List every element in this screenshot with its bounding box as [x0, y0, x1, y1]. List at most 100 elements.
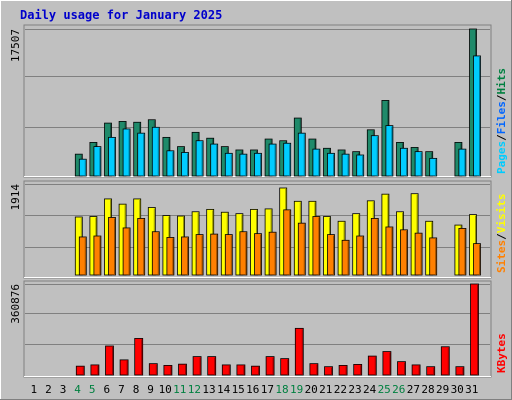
top-bar-pages-day-10 [166, 150, 175, 177]
x-tick-label-day-13: 13 [202, 383, 215, 396]
middle-bar-sites-day-24 [370, 218, 379, 276]
middle-legend-separator-1: / [495, 233, 508, 240]
bottom-bar-kbytes-day-15 [236, 364, 246, 376]
top-bar-pages-day-15 [239, 153, 248, 177]
x-tick-label-day-17: 17 [261, 383, 274, 396]
bottom-bar-kbytes-day-29 [440, 346, 450, 376]
middle-bar-sites-day-30 [458, 228, 467, 276]
x-tick-label-day-5: 5 [89, 383, 96, 396]
bottom-bar-kbytes-day-5 [90, 364, 100, 376]
x-tick-label-day-16: 16 [246, 383, 259, 396]
bottom-bar-kbytes-day-30 [455, 366, 465, 376]
bottom-legend-kbytes: KBytes [495, 333, 508, 373]
middle-bar-sites-day-21 [327, 234, 335, 276]
bottom-bar-kbytes-day-10 [163, 365, 173, 376]
bottom-bar-kbytes-day-28 [426, 366, 436, 376]
middle-bar-sites-day-20 [312, 216, 321, 276]
middle-bar-sites-day-22 [341, 239, 350, 276]
middle-bar-sites-day-5 [93, 235, 102, 276]
top-bar-pages-day-5 [93, 146, 102, 177]
bars [74, 28, 481, 376]
x-tick-label-day-26: 26 [392, 383, 405, 396]
middle-bar-sites-day-17 [268, 231, 277, 276]
bottom-bar-kbytes-day-7 [119, 359, 129, 376]
x-tick-label-day-20: 20 [305, 383, 318, 396]
top-ymax-label: 17507 [9, 29, 22, 62]
y-axis-labels: 17507 1914 360876 [9, 29, 22, 324]
bottom-bar-kbytes-day-26 [397, 361, 406, 376]
x-tick-label-day-23: 23 [348, 383, 361, 396]
middle-legend-visits: Visits [495, 194, 508, 234]
middle-legend-sites: Sites [495, 240, 508, 273]
x-axis-tick-labels: 1 2 3 4 5 6 7 8 9 10 11 12 13 14 15 16 17 18 19 20 21 22 23 24 2… [30, 383, 478, 396]
middle-bar-sites-day-16 [254, 233, 262, 276]
middle-bar-sites-day-19 [297, 222, 306, 276]
panel-bottom [23, 280, 492, 378]
top-bar-pages-day-27 [414, 151, 423, 177]
x-tick-label-day-2: 2 [45, 383, 52, 396]
x-tick-label-day-19: 19 [290, 383, 303, 396]
bottom-bar-kbytes-day-6 [105, 345, 114, 376]
top-bar-pages-day-31 [473, 55, 481, 177]
middle-bar-sites-day-6 [108, 217, 116, 276]
bottom-bar-kbytes-day-21 [324, 366, 333, 376]
bottom-bar-kbytes-day-25 [382, 351, 392, 376]
bottom-bar-kbytes-day-22 [338, 365, 348, 376]
bottom-bar-kbytes-day-12 [192, 356, 202, 376]
bottom-ymax-label: 360876 [9, 284, 22, 324]
x-tick-label-day-8: 8 [133, 383, 140, 396]
middle-bar-sites-day-4 [78, 236, 87, 276]
bottom-bar-kbytes-day-4 [75, 365, 85, 376]
x-tick-label-day-4: 4 [74, 383, 81, 396]
top-bar-pages-day-30 [458, 148, 467, 177]
middle-ymax-label: 1914 [9, 184, 22, 211]
bottom-bar-kbytes-day-24 [367, 355, 377, 376]
x-tick-label-day-25: 25 [378, 383, 391, 396]
top-bar-pages-day-20 [312, 148, 321, 177]
top-bar-pages-day-22 [341, 153, 350, 177]
middle-bar-sites-day-13 [210, 233, 219, 276]
x-tick-label-day-11: 11 [173, 383, 186, 396]
bottom-bar-kbytes-day-31 [470, 283, 479, 376]
x-tick-label-day-9: 9 [147, 383, 154, 396]
bottom-bar-kbytes-day-14 [221, 364, 231, 376]
middle-bar-sites-day-25 [385, 226, 394, 276]
top-legend-files: Files [495, 101, 508, 134]
bottom-bar-kbytes-day-8 [134, 338, 144, 376]
bottom-bar-kbytes-day-20 [309, 363, 319, 376]
top-legend-separator-2: / [495, 94, 508, 101]
top-bar-pages-day-14 [224, 152, 233, 177]
middle-bar-sites-day-23 [356, 235, 365, 276]
x-tick-label-day-12: 12 [188, 383, 201, 396]
middle-bar-sites-day-8 [137, 218, 146, 276]
x-tick-label-day-10: 10 [159, 383, 172, 396]
middle-bar-sites-day-26 [400, 229, 408, 276]
x-tick-label-day-30: 30 [451, 383, 464, 396]
middle-bar-sites-day-11 [181, 236, 189, 276]
top-bar-pages-day-25 [385, 125, 394, 177]
x-tick-label-day-14: 14 [217, 383, 231, 396]
x-tick-label-day-29: 29 [436, 383, 449, 396]
bottom-legend: KBytes [495, 333, 508, 373]
x-tick-label-day-15: 15 [232, 383, 245, 396]
x-tick-label-day-31: 31 [465, 383, 478, 396]
top-bar-pages-day-12 [195, 140, 204, 177]
x-tick-label-day-27: 27 [407, 383, 420, 396]
top-bar-pages-day-24 [370, 135, 379, 177]
top-bar-pages-day-7 [122, 128, 131, 177]
top-bar-pages-day-28 [429, 157, 438, 177]
top-legend-separator-1: / [495, 134, 508, 141]
top-bar-pages-day-18 [283, 142, 292, 177]
panel-bottom-plot [23, 280, 492, 378]
bottom-bar-kbytes-day-9 [148, 363, 158, 376]
x-tick-label-day-18: 18 [275, 383, 288, 396]
bottom-bar-kbytes-day-11 [178, 363, 187, 376]
top-bar-pages-day-6 [108, 136, 116, 177]
x-tick-label-day-7: 7 [118, 383, 125, 396]
top-bar-pages-day-21 [327, 152, 335, 177]
middle-bar-sites-day-31 [473, 243, 481, 276]
x-tick-label-day-6: 6 [103, 383, 110, 396]
x-tick-label-day-22: 22 [334, 383, 347, 396]
top-bar-pages-day-9 [151, 126, 160, 177]
